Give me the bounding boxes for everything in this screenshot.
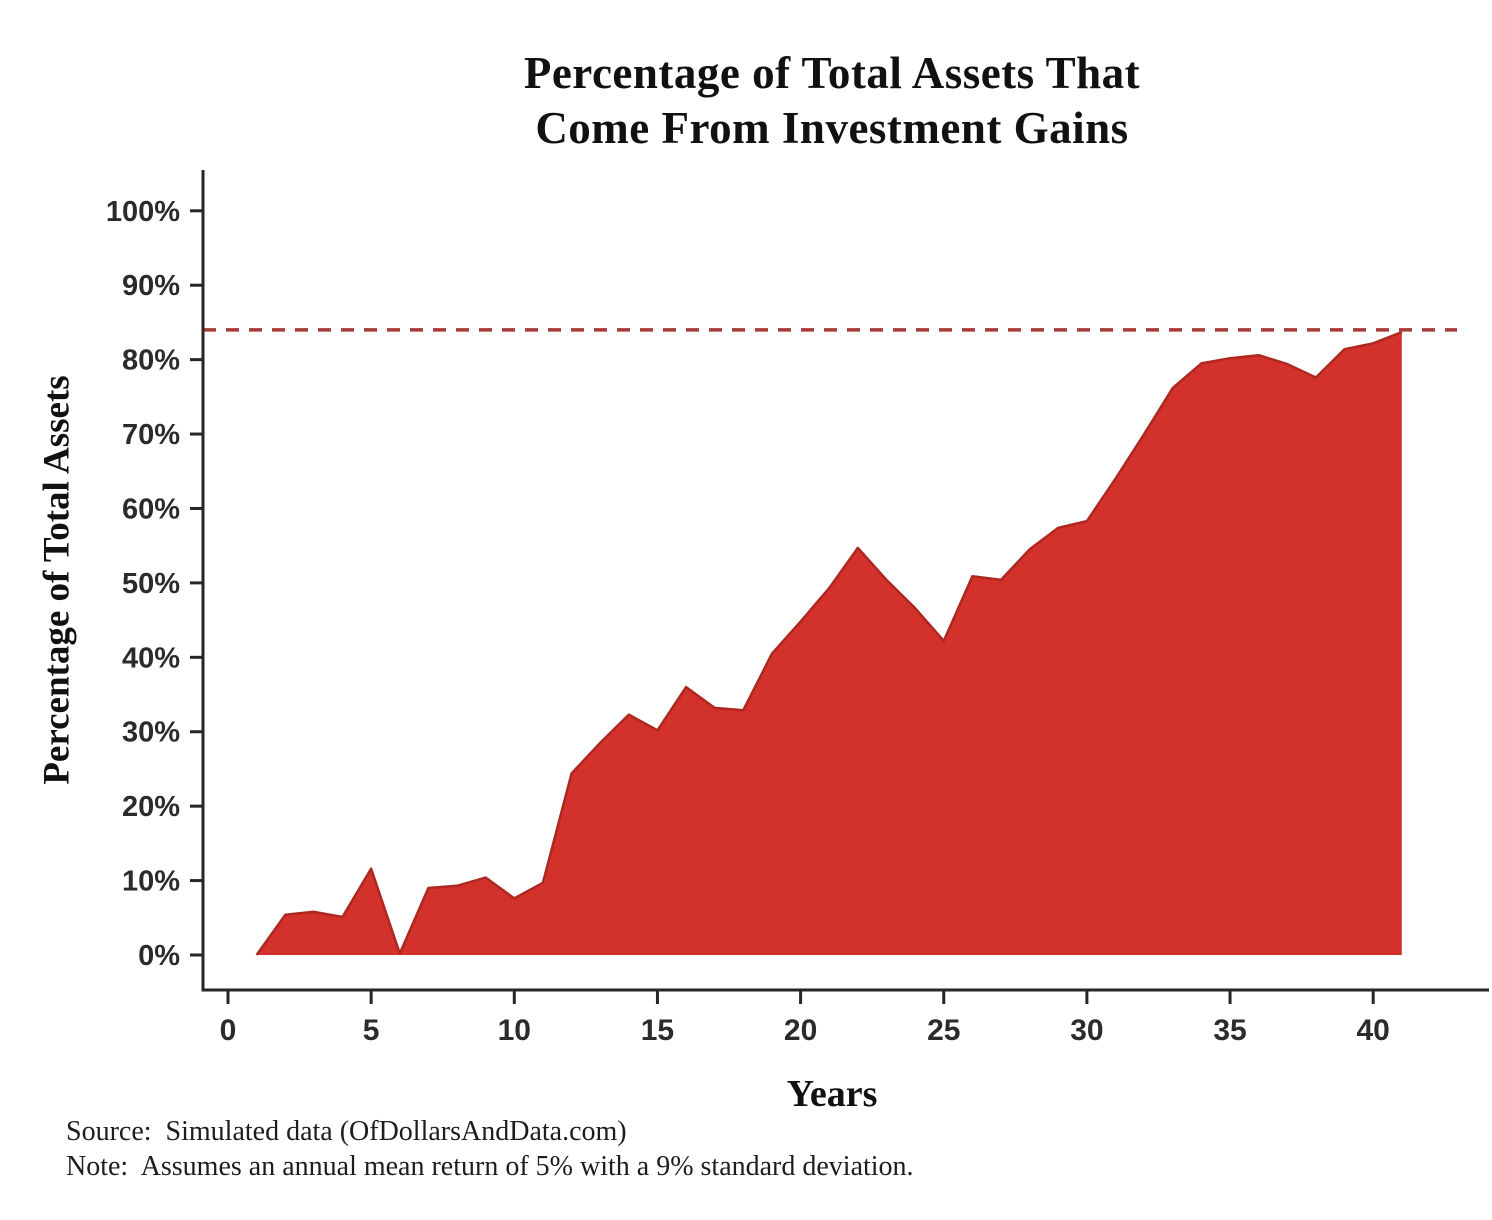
x-tick-label: 5 xyxy=(363,1014,380,1047)
x-tick-label: 25 xyxy=(927,1014,960,1047)
y-tick-label: 50% xyxy=(122,568,180,600)
x-tick-label: 40 xyxy=(1357,1014,1390,1047)
y-tick-label: 0% xyxy=(138,940,180,972)
x-tick-label: 30 xyxy=(1070,1014,1103,1047)
x-tick-label: 20 xyxy=(784,1014,817,1047)
x-axis-ticks: 0 5 10 15 20 25 30 35 40 xyxy=(220,990,1390,1047)
y-tick-label: 90% xyxy=(122,270,180,302)
x-tick-label: 0 xyxy=(220,1014,237,1047)
x-tick-label: 15 xyxy=(641,1014,674,1047)
area-top-edge-line xyxy=(255,330,1403,956)
x-tick-label: 35 xyxy=(1213,1014,1246,1047)
note-text: Note: Assumes an annual mean return of 5… xyxy=(66,1151,914,1182)
chart-title-line2: Come From Investment Gains xyxy=(535,102,1129,153)
y-tick-label: 20% xyxy=(122,791,180,823)
y-tick-label: 60% xyxy=(122,493,180,525)
y-axis-ticks: 0% 10% 20% 30% 40% 50% 60% 70% 80% 90% 100% xyxy=(106,196,203,972)
chart-title-line1: Percentage of Total Assets That xyxy=(523,48,1141,98)
investment-gains-area xyxy=(256,332,1402,956)
x-axis-title: Years xyxy=(786,1073,878,1115)
y-tick-label: 80% xyxy=(122,345,180,377)
y-tick-label: 70% xyxy=(122,419,180,451)
chart-title: Percentage of Total Assets That Come Fro… xyxy=(200,46,1464,156)
y-tick-label: 100% xyxy=(106,196,180,228)
source-text: Source: Simulated data (OfDollarsAndData… xyxy=(66,1116,627,1147)
y-tick-label: 10% xyxy=(122,866,180,898)
y-axis-title: Percentage of Total Assets xyxy=(36,375,78,785)
y-tick-label: 40% xyxy=(122,642,180,674)
y-tick-label: 30% xyxy=(122,717,180,749)
x-tick-label: 10 xyxy=(498,1014,531,1047)
